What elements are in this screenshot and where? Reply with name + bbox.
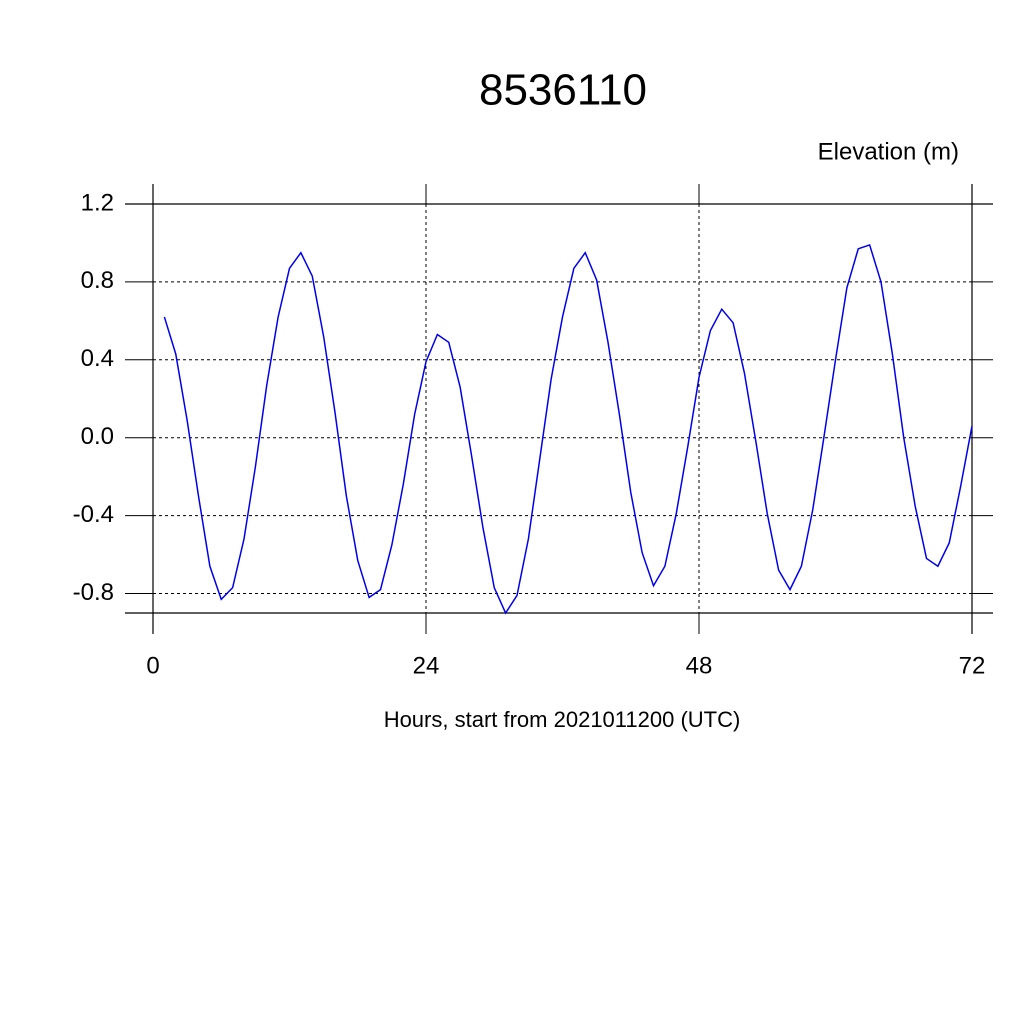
- x-tick-label: 0: [146, 652, 159, 679]
- chart-title: 8536110: [479, 66, 647, 115]
- x-axis-label: Hours, start from 2021011200 (UTC): [384, 707, 741, 732]
- y-tick-label: 0.4: [81, 345, 114, 372]
- y-tick-label: -0.4: [73, 501, 114, 528]
- y-tick-label: 1.2: [81, 189, 114, 216]
- axes-frame: [125, 184, 993, 634]
- x-tick-label: 72: [959, 652, 986, 679]
- y-tick-label: -0.8: [73, 579, 114, 606]
- data-line: [163, 243, 973, 615]
- x-tick-label: 24: [413, 652, 440, 679]
- y-axis-label: Elevation (m): [818, 138, 959, 165]
- y-tick-label: 0.0: [81, 423, 114, 450]
- y-tick-label: 0.8: [81, 267, 114, 294]
- x-tick-label: 48: [686, 652, 713, 679]
